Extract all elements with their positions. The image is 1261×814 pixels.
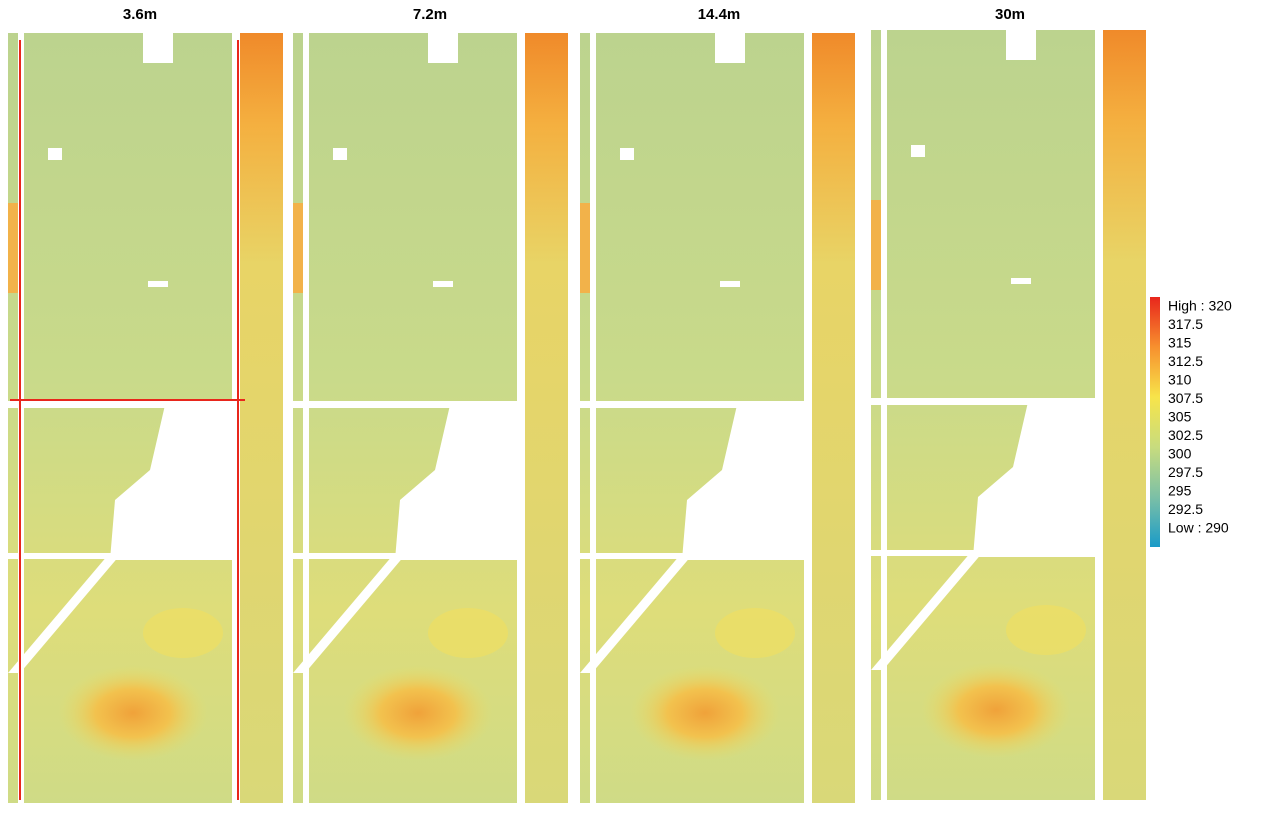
map-panels [8,30,1146,803]
legend-label: 305 [1168,409,1192,425]
map-panel [871,30,1146,800]
color-bar [1150,297,1160,547]
legend-label: 297.5 [1168,464,1203,480]
panel-title: 7.2m [413,6,447,23]
legend-label: 300 [1168,446,1192,462]
panel-1-edges [10,40,245,800]
map-panel [580,33,855,803]
panel-title: 14.4m [698,6,741,23]
legend-label: High : 320 [1168,298,1232,314]
map-panel [8,33,283,803]
legend-label: 292.5 [1168,501,1203,517]
legend-label: 315 [1168,335,1192,351]
legend: High : 320 317.5 315 312.5 310 307.5 305 302.5 3… [1150,297,1232,547]
panel-title: 3.6m [123,6,157,23]
legend-label: 302.5 [1168,427,1203,443]
legend-label: 295 [1168,483,1192,499]
legend-label: 307.5 [1168,390,1203,406]
map-panel [293,33,568,803]
legend-label: Low : 290 [1168,520,1229,536]
legend-label: 312.5 [1168,353,1203,369]
panel-title: 30m [995,6,1025,23]
legend-label: 310 [1168,372,1192,388]
legend-label: 317.5 [1168,316,1203,332]
